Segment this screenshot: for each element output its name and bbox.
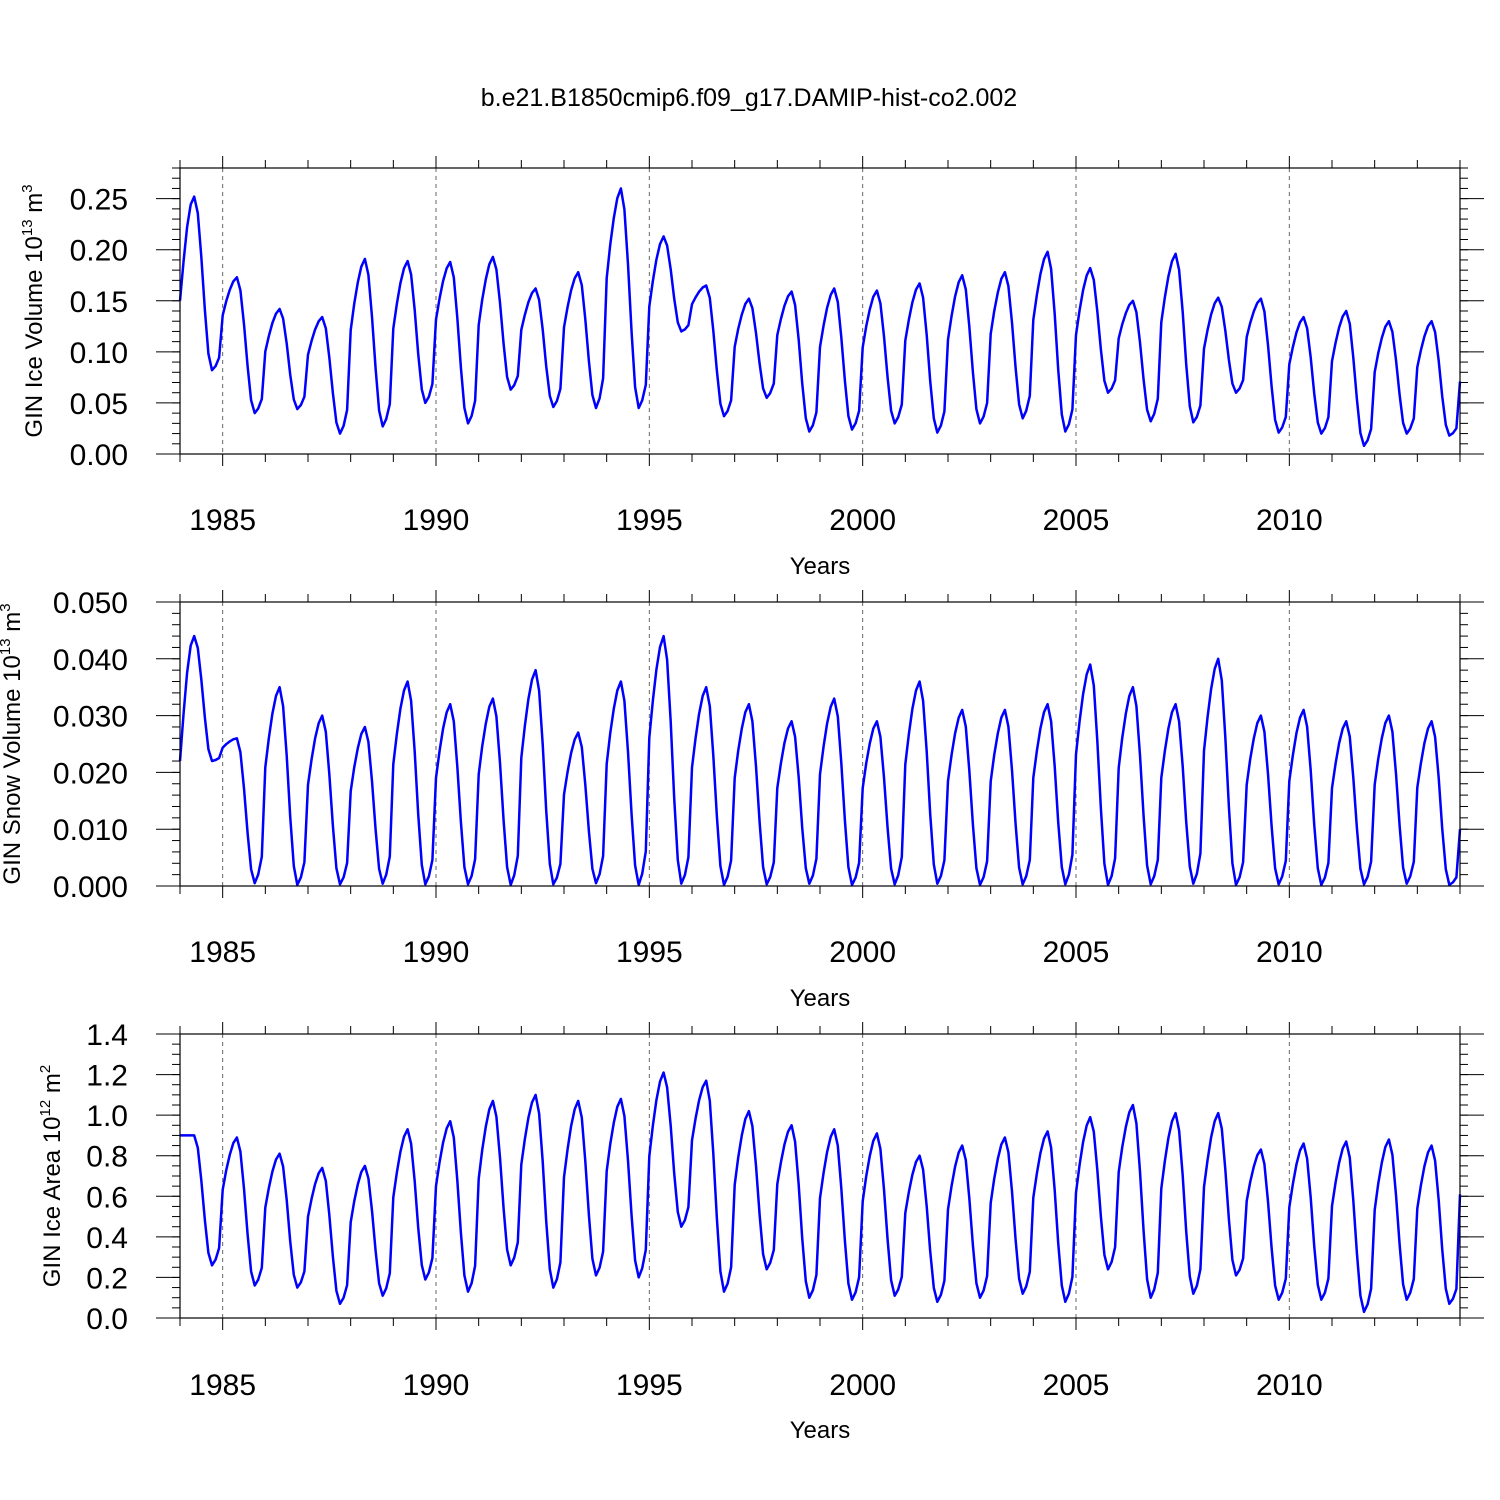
x-tick-label: 2010 <box>1256 1369 1323 1402</box>
y-axis-title-exponent: 13 <box>0 638 14 655</box>
y-tick-label: 0.4 <box>86 1222 128 1255</box>
x-tick-label: 1985 <box>189 1369 256 1402</box>
x-tick-label: 1995 <box>616 936 683 969</box>
y-tick-label: 0.010 <box>53 814 128 847</box>
x-axis-title: Years <box>790 1417 851 1444</box>
x-tick-label: 1990 <box>403 1369 470 1402</box>
y-tick-label: 0.000 <box>53 871 128 904</box>
x-axis-title: Years <box>790 553 851 580</box>
y-axis-title: GIN Ice Volume 1013 m3 <box>19 184 48 437</box>
panels: 0.00 0.05 0.10 0.15 0.20 0.25 1985 1990 1995 2000… <box>0 156 1484 1444</box>
x-tick-label: 1985 <box>189 936 256 969</box>
y-tick-label: 1.2 <box>86 1060 128 1093</box>
y-axis-title-unit-exponent: 3 <box>19 184 36 192</box>
y-axis-title-unit-exponent: 2 <box>37 1065 54 1073</box>
panel-ice-volume: 0.00 0.05 0.10 0.15 0.20 0.25 1985 1990 1995 2000… <box>19 156 1484 580</box>
y-tick-label: 0.030 <box>53 701 128 734</box>
figure-title: b.e21.B1850cmip6.f09_g17.DAMIP-hist-co2.… <box>481 84 1017 112</box>
y-axis-title: GIN Ice Area 1012 m2 <box>37 1065 66 1287</box>
x-tick-label: 2005 <box>1043 936 1110 969</box>
panel-ice-area: 0.0 0.2 0.4 0.6 0.8 1.0 1.2 1.4 1985 1990 1995 2000… <box>37 1019 1484 1444</box>
plot-frame <box>179 1033 1461 1319</box>
x-tick-label: 2010 <box>1256 504 1323 537</box>
y-tick-label: 0.2 <box>86 1262 128 1295</box>
y-tick-label: 0.25 <box>70 184 128 217</box>
x-tick-label: 2000 <box>829 936 896 969</box>
y-tick-label: 0.040 <box>53 644 128 677</box>
series-line <box>178 634 1462 887</box>
x-tick-label: 2005 <box>1043 504 1110 537</box>
x-tick-label: 2005 <box>1043 1369 1110 1402</box>
x-tick-label: 1995 <box>616 504 683 537</box>
y-axis-title-text: GIN Ice Volume 10 <box>21 236 48 437</box>
y-tick-label: 1.4 <box>86 1019 128 1052</box>
x-tick-label: 1990 <box>403 936 470 969</box>
y-tick-label: 1.0 <box>86 1100 128 1133</box>
x-tick-label: 1995 <box>616 1369 683 1402</box>
y-tick-label: 0.0 <box>86 1303 128 1336</box>
y-tick-label: 0.020 <box>53 757 128 790</box>
plot-frame <box>179 167 1461 455</box>
y-tick-label: 0.8 <box>86 1141 128 1174</box>
y-tick-label: 0.05 <box>70 388 128 421</box>
y-tick-label: 0.050 <box>53 587 128 620</box>
x-tick-label: 1985 <box>189 504 256 537</box>
x-tick-label: 2000 <box>829 504 896 537</box>
series-line <box>178 187 1462 448</box>
x-tick-label: 2010 <box>1256 936 1323 969</box>
y-tick-label: 0.10 <box>70 337 128 370</box>
x-tick-label: 2000 <box>829 1369 896 1402</box>
y-axis-title-text: GIN Ice Area 10 <box>39 1116 66 1287</box>
y-axis-title-exponent: 12 <box>37 1100 54 1117</box>
y-axis-title-unit-exponent: 3 <box>0 603 14 611</box>
y-tick-label: 0.00 <box>70 439 128 472</box>
y-tick-label: 0.6 <box>86 1181 128 1214</box>
series-line <box>180 1071 1462 1314</box>
y-axis-title-unit: m <box>39 1073 66 1100</box>
y-axis-title-exponent: 13 <box>19 219 36 236</box>
y-axis-title-text: GIN Snow Volume 10 <box>0 655 26 884</box>
y-tick-label: 0.15 <box>70 286 128 319</box>
plot-frame <box>179 601 1461 887</box>
y-tick-label: 0.20 <box>70 235 128 268</box>
x-axis-title: Years <box>790 985 851 1012</box>
y-axis-title-unit: m <box>21 193 48 220</box>
y-axis-title-unit: m <box>0 612 26 639</box>
panel-snow-volume: 0.000 0.010 0.020 0.030 0.040 0.050 1985 1990 19… <box>0 587 1484 1012</box>
y-axis-title: GIN Snow Volume 1013 m3 <box>0 603 26 884</box>
x-tick-label: 1990 <box>403 504 470 537</box>
